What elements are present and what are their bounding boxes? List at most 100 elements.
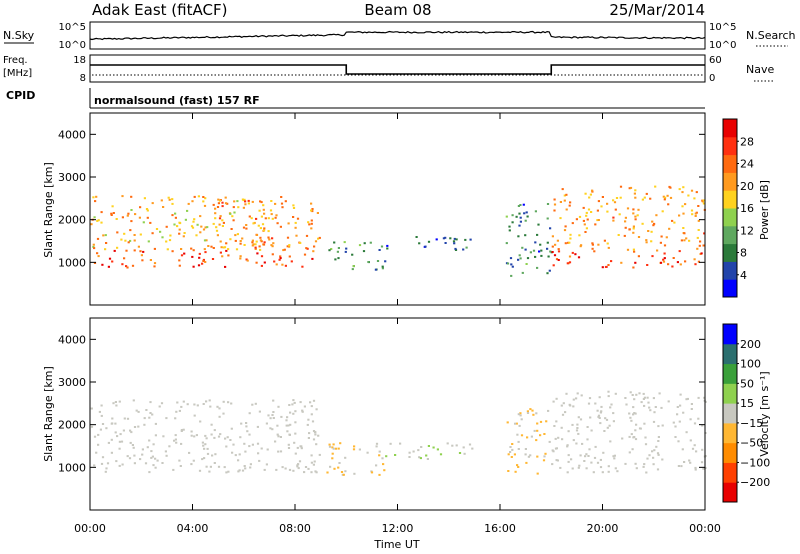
range-cell — [553, 198, 556, 201]
range-cell — [149, 401, 152, 404]
range-cell — [296, 446, 299, 449]
range-cell — [552, 450, 555, 453]
colorbar-segment — [723, 324, 737, 345]
range-cell — [149, 259, 152, 261]
range-cell — [683, 461, 686, 463]
range-cell — [118, 447, 121, 450]
range-cell — [643, 196, 646, 199]
range-cell — [235, 248, 239, 251]
range-cell — [613, 457, 616, 460]
range-cell — [250, 217, 253, 220]
range-cell — [553, 254, 557, 257]
range-cell — [534, 210, 537, 213]
range-cell — [599, 458, 602, 461]
range-cell — [222, 400, 225, 403]
range-cell — [534, 255, 537, 258]
y-tick-label: 4000 — [58, 333, 86, 346]
range-cell — [299, 242, 302, 244]
cpid-value: normalsound (fast) 157 RF — [94, 94, 260, 107]
range-cell — [518, 224, 521, 227]
range-cell — [343, 241, 346, 244]
range-cell — [263, 212, 266, 215]
range-cell — [629, 186, 633, 189]
range-cell — [536, 233, 539, 236]
range-cell — [519, 204, 522, 206]
range-cell — [312, 250, 315, 253]
y-tick-label: 1000 — [58, 461, 86, 474]
range-cell — [262, 243, 266, 246]
range-cell — [274, 216, 277, 219]
range-cell — [632, 212, 635, 215]
range-cell — [108, 257, 112, 260]
range-cell — [183, 252, 186, 255]
range-cell — [551, 251, 554, 253]
range-cell — [646, 457, 649, 460]
range-cell — [696, 236, 699, 239]
range-cell — [539, 420, 543, 423]
range-cell — [276, 424, 279, 427]
range-cell — [105, 242, 108, 244]
range-cell — [574, 253, 577, 256]
range-cell — [174, 438, 177, 441]
colorbar-tick-label: −200 — [740, 476, 770, 489]
range-cell — [148, 471, 151, 474]
range-cell — [444, 242, 447, 244]
range-cell — [104, 470, 107, 473]
range-cell — [121, 216, 124, 219]
range-cell — [641, 198, 644, 201]
range-cell — [314, 240, 318, 243]
range-cell — [567, 460, 570, 463]
range-cell — [632, 266, 635, 269]
range-cell — [230, 402, 233, 405]
range-cell — [114, 401, 117, 403]
range-cell — [331, 457, 334, 460]
range-cell — [212, 203, 215, 206]
range-cell — [394, 454, 397, 456]
range-cell — [263, 468, 266, 471]
range-cell — [143, 197, 146, 200]
range-cell — [555, 459, 558, 462]
range-cell — [446, 442, 449, 445]
range-cell — [301, 409, 304, 412]
range-cell — [612, 216, 615, 219]
range-cell — [559, 217, 562, 220]
range-cell — [369, 241, 372, 244]
range-cell — [679, 263, 682, 266]
range-cell — [697, 396, 700, 399]
range-cell — [594, 402, 597, 405]
range-cell — [654, 185, 657, 188]
range-cell — [607, 465, 610, 468]
range-cell — [519, 220, 522, 223]
range-cell — [179, 465, 182, 467]
range-cell — [301, 410, 304, 413]
range-cell — [218, 407, 221, 410]
range-cell — [192, 249, 195, 252]
range-cell — [263, 227, 266, 230]
range-cell — [221, 219, 224, 222]
range-cell — [618, 213, 621, 216]
range-cell — [652, 463, 655, 466]
range-cell — [216, 206, 220, 208]
range-cell — [280, 202, 284, 205]
range-cell — [697, 260, 700, 263]
range-cell — [100, 221, 103, 224]
range-cell — [245, 422, 248, 424]
range-cell — [599, 411, 602, 414]
range-cell — [107, 265, 110, 268]
range-cell — [165, 225, 168, 228]
range-cell — [560, 404, 563, 407]
range-cell — [314, 433, 317, 436]
range-cell — [120, 440, 124, 443]
range-cell — [385, 455, 388, 458]
range-cell — [153, 265, 156, 268]
range-cell — [287, 443, 290, 446]
range-cell — [183, 232, 186, 234]
range-cell — [576, 427, 579, 429]
range-cell — [172, 468, 175, 471]
range-cell — [278, 258, 281, 261]
range-cell — [200, 225, 203, 228]
range-cell — [178, 264, 181, 267]
range-cell — [645, 192, 648, 195]
range-cell — [291, 403, 294, 406]
